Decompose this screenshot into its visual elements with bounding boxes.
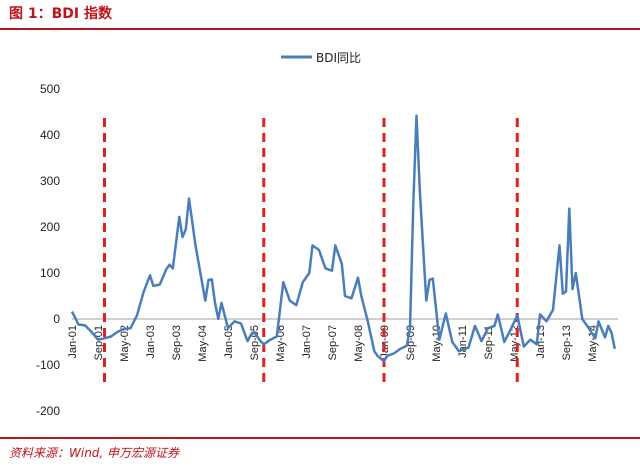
- x-tick-label: Sep-11: [483, 325, 495, 360]
- y-tick-label: 0: [53, 312, 60, 326]
- x-tick-label: Sep-07: [327, 325, 339, 360]
- x-tick-label: Sep-03: [171, 325, 183, 360]
- x-tick-label: Jan-01: [67, 325, 79, 359]
- x-tick-label: Jan-09: [379, 325, 391, 359]
- source-note: 资料来源：Wind, 申万宏源证券: [9, 446, 180, 460]
- y-tick-label: 300: [40, 174, 60, 188]
- bottom-rule: [0, 437, 640, 439]
- x-tick-label: May-04: [197, 325, 209, 362]
- top-rule: [0, 28, 640, 30]
- x-tick-label: Jan-03: [145, 325, 157, 359]
- y-tick-label: 100: [40, 266, 60, 280]
- x-tick-label: May-08: [353, 325, 365, 362]
- x-tick-label: Sep-13: [561, 325, 573, 360]
- figure-title: 图 1：BDI 指数: [9, 6, 112, 22]
- x-tick-label: Sep-05: [249, 325, 261, 360]
- y-tick-label: -200: [36, 404, 60, 418]
- x-tick-label: Jan-11: [457, 325, 469, 358]
- y-tick-label: 500: [40, 82, 60, 96]
- x-axis-ticks: Jan-01 Sep-01 May-02 Jan-03 Sep-03 May-04 Jan-…: [67, 325, 599, 362]
- legend: BDI同比: [281, 51, 361, 65]
- x-tick-label: Jan-05: [223, 325, 235, 359]
- y-tick-label: 400: [40, 128, 60, 142]
- y-tick-label: 200: [40, 220, 60, 234]
- x-tick-label: Jan-07: [301, 325, 313, 359]
- x-tick-label: Sep-01: [93, 325, 105, 360]
- y-axis-ticks: -200 -100 0 100 200 300 400 500: [36, 82, 60, 418]
- y-tick-label: -100: [36, 358, 60, 372]
- legend-label: BDI同比: [316, 51, 361, 65]
- series-line-bdi: [70, 114, 617, 363]
- x-tick-label: May-02: [119, 325, 131, 362]
